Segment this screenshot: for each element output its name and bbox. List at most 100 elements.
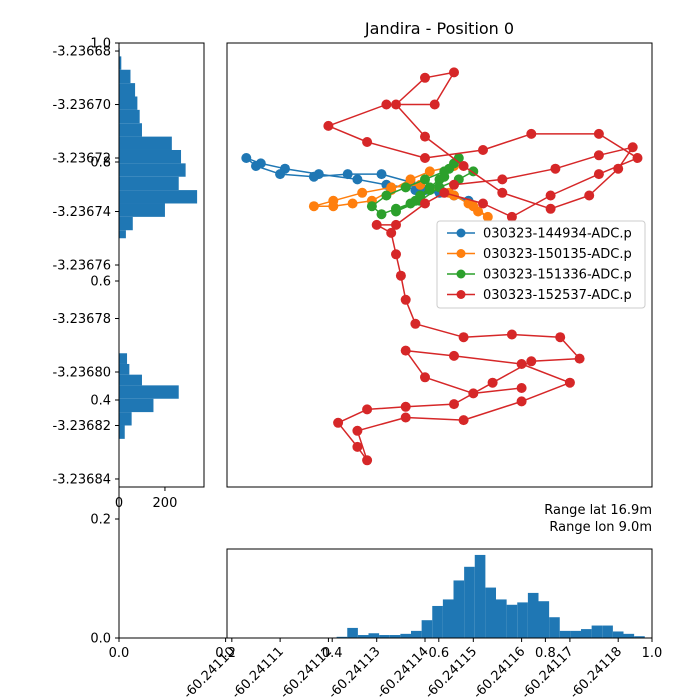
background-y-tick-label: 0.2 xyxy=(90,513,111,528)
count-tick-label: 200 xyxy=(153,496,178,511)
background-x-tick-label: 0.0 xyxy=(109,646,130,661)
lon-hist-bar xyxy=(538,601,550,638)
series-4-point xyxy=(478,198,488,209)
series-4-point xyxy=(400,345,411,356)
range-lat-annotation: Range lat 16.9m xyxy=(544,503,652,518)
series-4-point xyxy=(323,120,334,131)
series-4-point xyxy=(352,425,363,436)
background-y-tick-label: 0.4 xyxy=(90,394,111,409)
series-2-point xyxy=(405,174,416,185)
lat-hist-bar xyxy=(119,425,125,439)
lon-hist-bar xyxy=(474,554,486,638)
series-4-point xyxy=(420,153,430,163)
series-1-point xyxy=(275,169,286,180)
series-4-point xyxy=(400,294,411,305)
series-3-point xyxy=(391,206,401,217)
legend-box xyxy=(436,220,646,309)
series-4-point xyxy=(429,99,440,110)
series-1-point xyxy=(308,171,319,182)
lat-tick-label: -3.23684 xyxy=(53,472,111,487)
series-4-point xyxy=(555,332,566,343)
lat-tick-label: -3.23680 xyxy=(53,365,111,380)
lon-hist-bar xyxy=(379,635,390,638)
series-3-point xyxy=(376,209,387,220)
series-4-point xyxy=(564,377,575,388)
lon-hist-bar xyxy=(411,630,422,638)
lat-hist-bar xyxy=(119,385,179,399)
count-tick-label: 0 xyxy=(115,496,123,511)
lat-hist-bar xyxy=(119,216,133,231)
series-4-point xyxy=(333,417,344,428)
series-4-point xyxy=(458,161,469,171)
series-4-point xyxy=(584,190,595,201)
lat-hist-bar xyxy=(119,190,198,204)
series-3-point xyxy=(366,201,377,212)
lon-hist-bar xyxy=(485,587,497,638)
series-4-point xyxy=(395,270,406,281)
series-4-point xyxy=(400,412,411,423)
lat-tick-label: -3.23674 xyxy=(53,205,111,220)
series-2-point xyxy=(424,166,435,177)
series-4-point xyxy=(526,356,537,367)
lat-tick-label: -3.23672 xyxy=(53,152,111,167)
lat-hist-bar xyxy=(119,363,130,375)
lon-hist-bar xyxy=(389,635,401,638)
series-4-point xyxy=(497,174,508,185)
series-2-point xyxy=(347,198,358,209)
lon-hist-bar xyxy=(432,605,443,638)
lon-hist-bar xyxy=(623,633,635,638)
lat-hist-bar xyxy=(119,83,136,97)
series-4-point xyxy=(458,332,469,343)
series-4-point xyxy=(506,211,517,222)
series-4-point xyxy=(613,163,624,174)
series-4-point xyxy=(386,227,397,238)
background-x-tick-label: 0.2 xyxy=(215,646,236,661)
series-4-point xyxy=(449,179,459,190)
series-4-point xyxy=(352,441,363,452)
series-2-point xyxy=(482,211,493,222)
series-4-point xyxy=(497,187,508,198)
lon-hist-bar xyxy=(464,566,475,638)
series-4-point xyxy=(449,399,459,410)
legend-marker xyxy=(456,228,466,238)
series-4-point xyxy=(362,455,373,466)
series-4-point xyxy=(468,388,479,399)
range-lon-annotation: Range lon 9.0m xyxy=(549,520,652,535)
series-4-point xyxy=(516,396,527,407)
legend-label: 030323-144934-ADC.p xyxy=(483,227,632,242)
lon-hist-bar xyxy=(570,630,582,638)
series-4-point xyxy=(627,142,638,153)
series-4-point xyxy=(478,145,488,155)
lat-hist-bar xyxy=(119,412,132,426)
background-y-tick-label: 1.0 xyxy=(90,37,111,52)
series-4-point xyxy=(391,249,401,260)
lon-hist-bar xyxy=(357,635,369,638)
series-4-point xyxy=(545,203,556,214)
series-3-point xyxy=(381,190,392,201)
lat-tick-label: -3.23676 xyxy=(53,259,111,274)
lon-hist-bar xyxy=(347,627,358,638)
background-axes: 0.0 0.2 0.4 0.6 0.8 1.0 0.0 0.2 0.4 0.6 0.8 1.0 xyxy=(90,37,662,662)
lon-hist-bar xyxy=(368,633,380,638)
lat-tick-label: -3.23678 xyxy=(53,312,111,327)
longitude-histogram: -60.24118-60.24117-60.24116-60.24115-60.… xyxy=(181,548,653,700)
series-3-point xyxy=(420,174,430,185)
series-4-point xyxy=(574,353,585,364)
legend-marker xyxy=(456,249,466,258)
lon-hist-bar xyxy=(591,625,603,638)
latitude-histogram: -3.23668 -3.23670 -3.23672 -3.23674 -3.23676… xyxy=(53,42,205,511)
background-y-tick-label: 0.6 xyxy=(90,275,111,290)
series-4-point xyxy=(458,415,469,426)
lon-hist-bar xyxy=(517,602,528,638)
lat-hist-bar xyxy=(119,203,165,217)
series-1-point xyxy=(342,169,353,180)
lat-hist-bar xyxy=(119,56,122,70)
chart-title: Jandira - Position 0 xyxy=(364,19,514,38)
lat-tick-label: -3.23668 xyxy=(53,45,111,60)
series-4-point xyxy=(516,383,527,393)
series-1-point xyxy=(352,174,363,185)
main-plot-frame xyxy=(226,42,653,488)
legend-label: 030323-151336-ADC.p xyxy=(483,268,632,283)
lat-hist-bar xyxy=(119,176,179,191)
lon-hist-bar xyxy=(400,633,412,638)
